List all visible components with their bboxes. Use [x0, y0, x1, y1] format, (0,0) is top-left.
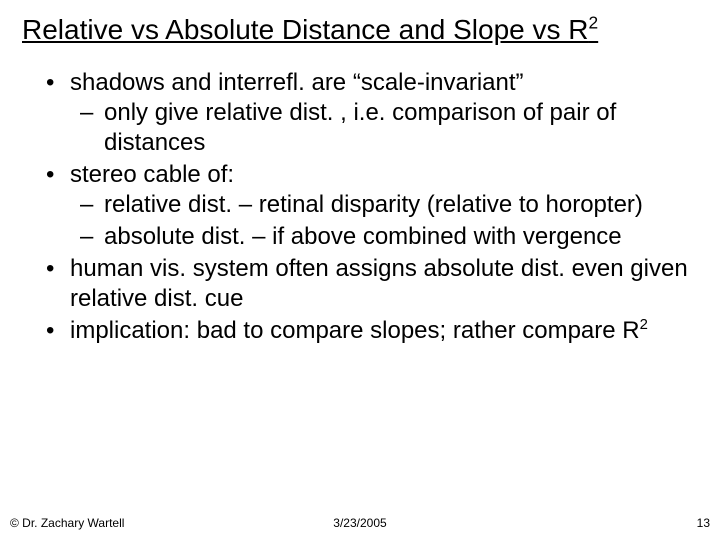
- bullet-text: human vis. system often assigns absolute…: [70, 255, 688, 312]
- list-item: stereo cable of: relative dist. – retina…: [70, 160, 698, 252]
- slide-title: Relative vs Absolute Distance and Slope …: [22, 14, 698, 46]
- title-text: Relative vs Absolute Distance and Slope …: [22, 14, 589, 45]
- list-item: shadows and interrefl. are “scale-invari…: [70, 68, 698, 158]
- bullet-text: relative dist. – retinal disparity (rela…: [104, 191, 643, 218]
- bullet-text: shadows and interrefl. are “scale-invari…: [70, 69, 524, 96]
- list-item: relative dist. – retinal disparity (rela…: [104, 190, 698, 220]
- bullet-list: shadows and interrefl. are “scale-invari…: [42, 68, 698, 346]
- bullet-text: absolute dist. – if above combined with …: [104, 223, 622, 250]
- bullet-superscript: 2: [640, 317, 648, 333]
- footer-date: 3/23/2005: [0, 516, 720, 530]
- bullet-text: stereo cable of:: [70, 161, 234, 188]
- footer-page-number: 13: [697, 516, 710, 530]
- bullet-text: implication: bad to compare slopes; rath…: [70, 317, 640, 344]
- bullet-text: only give relative dist. , i.e. comparis…: [104, 99, 616, 156]
- slide: Relative vs Absolute Distance and Slope …: [0, 0, 720, 540]
- title-superscript: 2: [589, 13, 599, 33]
- slide-body: shadows and interrefl. are “scale-invari…: [22, 68, 698, 346]
- list-item: human vis. system often assigns absolute…: [70, 254, 698, 314]
- list-item: implication: bad to compare slopes; rath…: [70, 316, 698, 346]
- list-item: only give relative dist. , i.e. comparis…: [104, 98, 698, 158]
- list-item: absolute dist. – if above combined with …: [104, 222, 698, 252]
